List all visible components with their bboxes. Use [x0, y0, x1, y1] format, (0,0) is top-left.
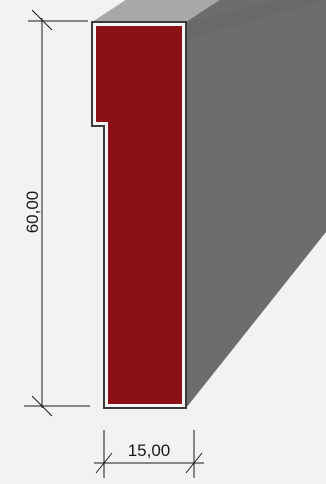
height-tick-bottom [31, 395, 53, 417]
width-tick-left [95, 452, 113, 474]
extrusion-side-face [186, 0, 326, 408]
profile-section [96, 26, 182, 404]
width-dimension [94, 430, 204, 478]
width-tick-right [185, 452, 203, 474]
height-dimension-label: 60,00 [23, 191, 42, 234]
height-tick-top [31, 9, 53, 31]
height-dimension [24, 9, 90, 417]
width-dimension-label: 15,00 [128, 441, 171, 460]
extrusion-top-strip [92, 0, 220, 22]
extrusion-side-shade [186, 0, 326, 40]
